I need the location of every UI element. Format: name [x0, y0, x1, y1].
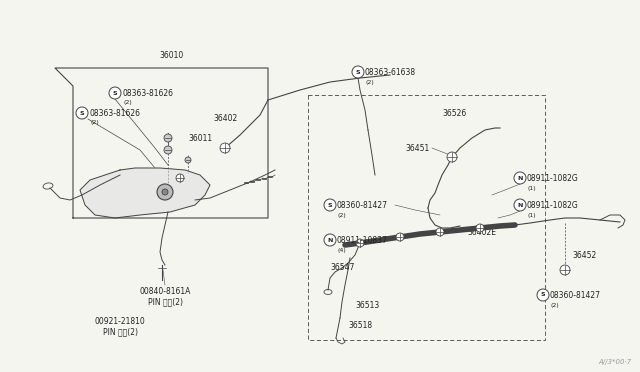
Polygon shape	[80, 168, 210, 218]
Circle shape	[176, 174, 184, 182]
Text: 36402E: 36402E	[467, 228, 496, 237]
Text: 00921-21810: 00921-21810	[95, 317, 145, 327]
Circle shape	[352, 66, 364, 78]
Circle shape	[220, 143, 230, 153]
Text: S: S	[113, 90, 117, 96]
Text: 36402: 36402	[213, 113, 237, 122]
Circle shape	[396, 233, 404, 241]
Text: A//3*00·7: A//3*00·7	[599, 359, 632, 365]
Circle shape	[324, 234, 336, 246]
Text: 36513: 36513	[355, 301, 380, 310]
Circle shape	[157, 184, 173, 200]
Circle shape	[324, 199, 336, 211]
Text: 08911-1082G: 08911-1082G	[527, 201, 579, 209]
Circle shape	[476, 224, 484, 232]
Text: (4): (4)	[338, 247, 347, 253]
Circle shape	[436, 228, 444, 236]
Text: N: N	[517, 176, 523, 180]
Circle shape	[356, 239, 364, 247]
Text: 36547: 36547	[330, 263, 355, 273]
Circle shape	[447, 152, 457, 162]
Text: 08911-1082G: 08911-1082G	[527, 173, 579, 183]
Circle shape	[514, 172, 526, 184]
Circle shape	[164, 146, 172, 154]
Text: (1): (1)	[528, 212, 536, 218]
Text: 36010: 36010	[159, 51, 184, 60]
Text: (2): (2)	[123, 99, 132, 105]
Text: 36518: 36518	[348, 321, 372, 330]
Text: 36526: 36526	[443, 109, 467, 118]
Text: 08363-81626: 08363-81626	[122, 89, 173, 97]
Circle shape	[162, 189, 168, 195]
Text: 00840-8161A: 00840-8161A	[140, 288, 191, 296]
Circle shape	[109, 87, 121, 99]
Text: 08360-81427: 08360-81427	[550, 291, 601, 299]
Text: S: S	[541, 292, 545, 298]
Text: N: N	[327, 237, 333, 243]
Text: 08911-10837: 08911-10837	[337, 235, 388, 244]
Text: S: S	[356, 70, 360, 74]
Text: (2): (2)	[90, 119, 99, 125]
Text: PIN ビン(2): PIN ビン(2)	[147, 298, 182, 307]
Circle shape	[514, 199, 526, 211]
Text: (1): (1)	[528, 186, 536, 190]
Text: 08360-81427: 08360-81427	[337, 201, 388, 209]
Text: 36452: 36452	[572, 250, 596, 260]
Circle shape	[560, 265, 570, 275]
Text: 36451: 36451	[406, 144, 430, 153]
Text: 08363-81626: 08363-81626	[89, 109, 140, 118]
Circle shape	[164, 134, 172, 142]
Text: (2): (2)	[366, 80, 375, 84]
Text: S: S	[328, 202, 332, 208]
Text: N: N	[517, 202, 523, 208]
Text: 36011: 36011	[188, 134, 212, 142]
Text: 08363-61638: 08363-61638	[365, 67, 416, 77]
Text: (2): (2)	[551, 302, 560, 308]
Circle shape	[185, 157, 191, 163]
Circle shape	[76, 107, 88, 119]
Text: PIN ビン(2): PIN ビン(2)	[102, 327, 138, 337]
Text: S: S	[80, 110, 84, 115]
Circle shape	[537, 289, 549, 301]
Text: (2): (2)	[338, 212, 347, 218]
